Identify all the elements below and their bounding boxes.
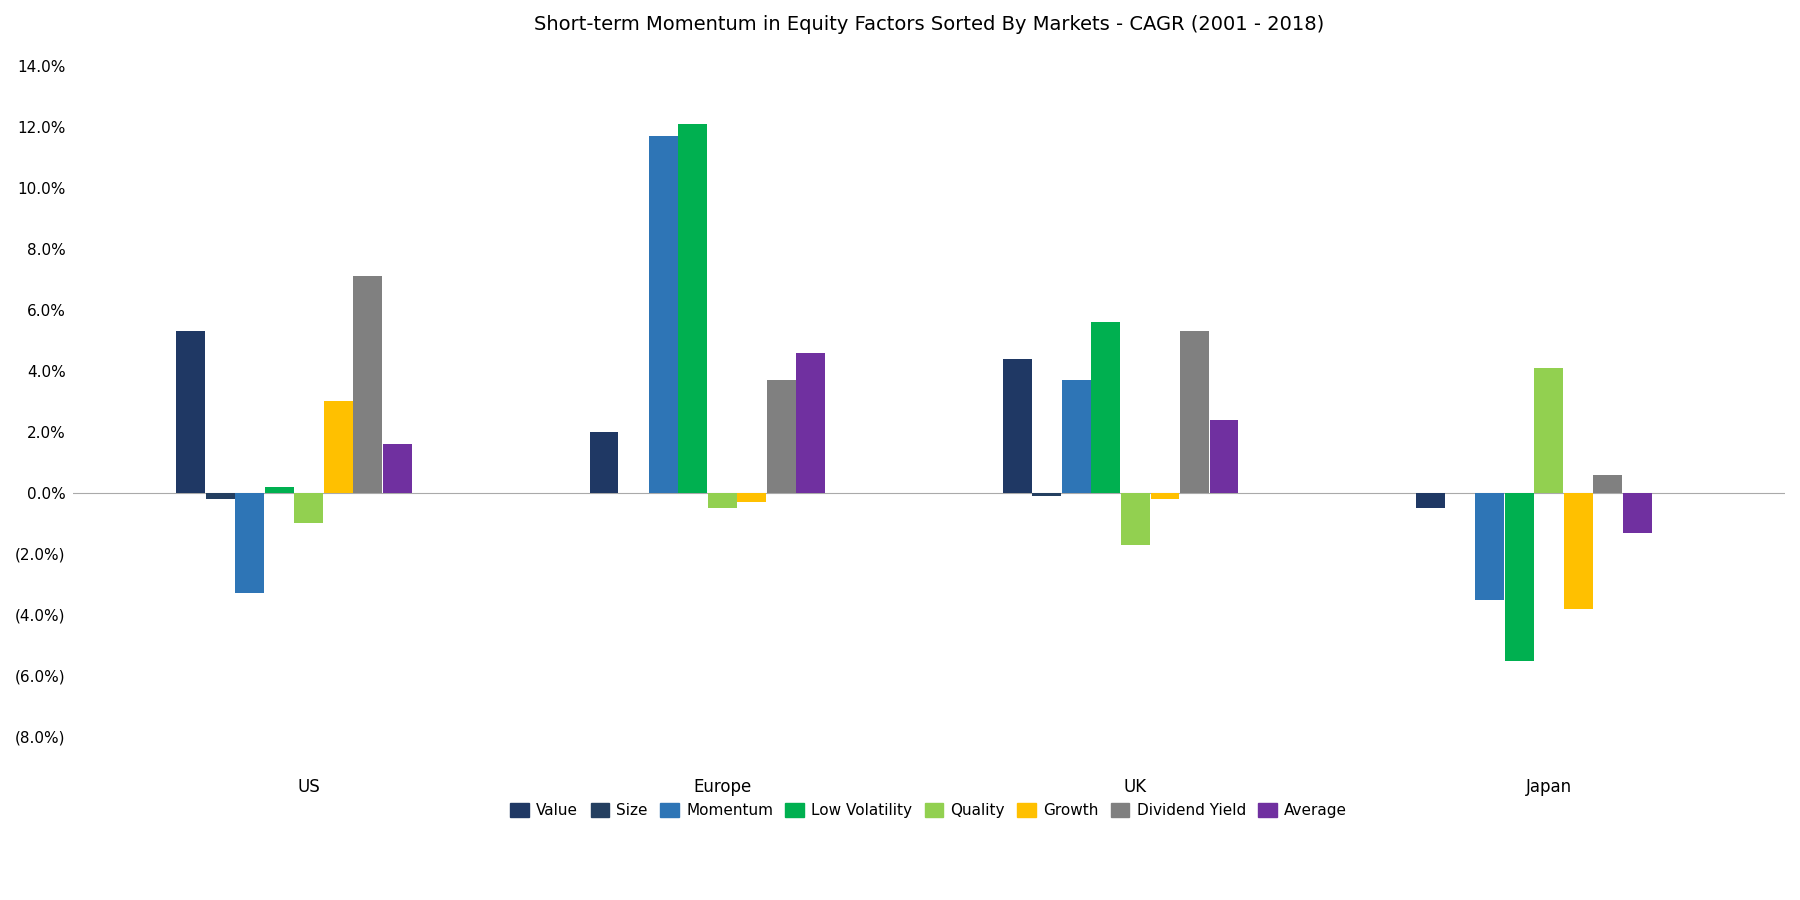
Bar <box>1593 474 1622 493</box>
Bar <box>1062 380 1091 493</box>
Bar <box>1150 493 1179 499</box>
Bar <box>293 493 324 524</box>
Bar <box>383 444 412 493</box>
Bar <box>1181 331 1210 493</box>
Bar <box>353 276 382 493</box>
Bar <box>1476 493 1505 599</box>
Bar <box>1505 493 1534 661</box>
Bar <box>1003 359 1031 493</box>
Bar <box>796 353 824 493</box>
Bar <box>1624 493 1652 533</box>
Title: Short-term Momentum in Equity Factors Sorted By Markets - CAGR (2001 - 2018): Short-term Momentum in Equity Factors So… <box>533 15 1325 34</box>
Bar <box>707 493 736 508</box>
Bar <box>1121 493 1150 544</box>
Bar <box>176 331 205 493</box>
Bar <box>590 432 619 493</box>
Bar <box>1417 493 1445 508</box>
Bar <box>236 493 265 593</box>
Bar <box>767 380 796 493</box>
Bar <box>1210 419 1238 493</box>
Bar <box>1091 322 1120 493</box>
Bar <box>1534 368 1562 493</box>
Bar <box>205 493 234 499</box>
Bar <box>648 136 677 493</box>
Bar <box>679 124 707 493</box>
Bar <box>1033 493 1062 496</box>
Bar <box>1564 493 1593 608</box>
Legend: Value, Size, Momentum, Low Volatility, Quality, Growth, Dividend Yield, Average: Value, Size, Momentum, Low Volatility, Q… <box>504 796 1354 824</box>
Bar <box>324 401 353 493</box>
Bar <box>738 493 767 502</box>
Bar <box>265 487 293 493</box>
